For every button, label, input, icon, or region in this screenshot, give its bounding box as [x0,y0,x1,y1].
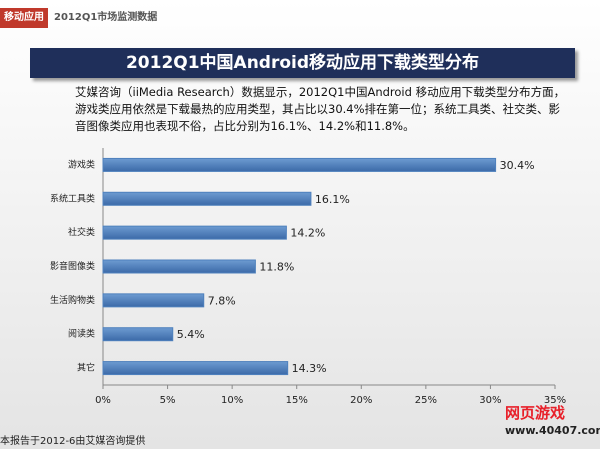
bar [102,361,289,376]
y-tick-label: 其它 [77,362,95,374]
y-tick-label: 系统工具类 [50,192,95,204]
value-label: 30.4% [500,159,535,172]
value-label: 7.8% [208,294,236,307]
x-tick-label: 30% [479,395,501,406]
chart-title: 2012Q1中国Android移动应用下载类型分布 [30,48,575,78]
watermark-text: 网页游戏 [505,404,566,422]
y-tick-label: 影音图像类 [50,260,95,272]
watermark-url: www.40407.com [505,424,600,437]
tab: 移动应用 [0,8,48,28]
footnote: 本报告于2012-6由艾媒咨询提供 [0,436,146,447]
bar [102,157,497,172]
value-label: 16.1% [315,193,350,206]
x-tick-label: 15% [286,395,308,406]
value-label: 14.2% [290,227,325,240]
value-label: 5.4% [177,328,205,341]
bar [102,191,312,206]
y-tick-label: 阅读类 [68,328,95,340]
y-tick-label: 游戏类 [68,158,95,170]
x-tick-label: 35% [544,395,566,406]
x-tick-label: 0% [95,395,111,406]
bar [102,225,287,240]
value-label: 11.8% [259,261,294,274]
y-tick-label: 生活购物类 [50,294,95,306]
x-tick-label: 10% [221,395,243,406]
x-tick-label: 25% [415,395,437,406]
bar [102,327,174,342]
x-tick-label: 5% [160,395,176,406]
y-tick-label: 社交类 [68,226,95,238]
chart-subtitle: 艾媒咨询（iiMedia Research）数据显示，2012Q1中国Andro… [75,85,566,133]
bar [102,259,256,274]
x-tick-label: 20% [350,395,372,406]
section-label: 2012Q1市场监测数据 [54,12,158,23]
value-label: 14.3% [292,362,327,375]
bar [102,293,205,308]
